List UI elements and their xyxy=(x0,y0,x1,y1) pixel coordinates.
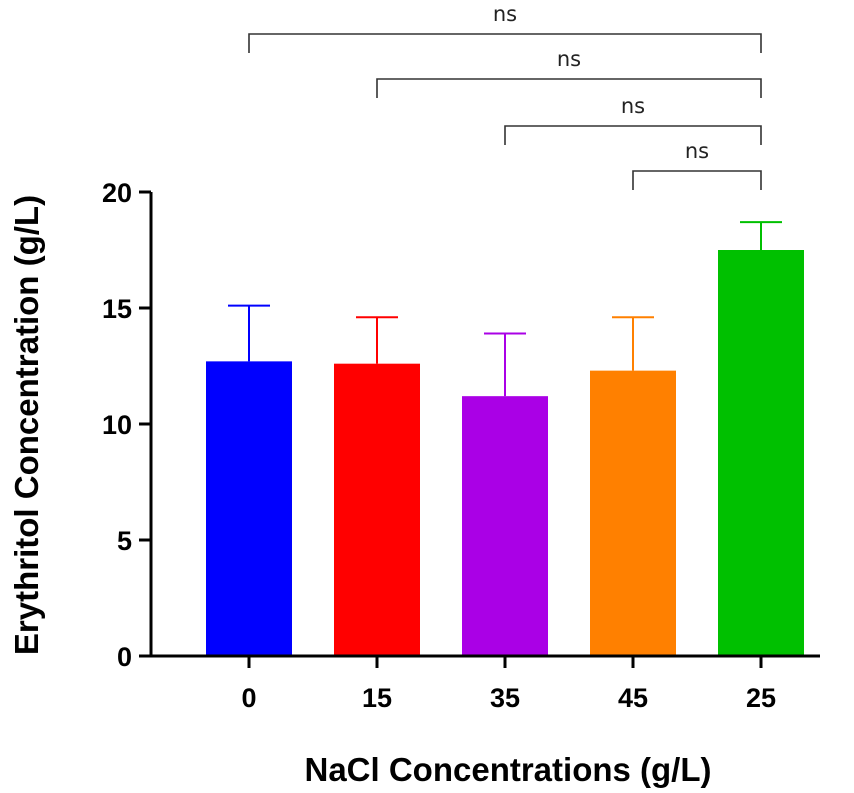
x-tick-label: 35 xyxy=(490,683,520,713)
significance-label: ns xyxy=(685,139,709,163)
significance-label: ns xyxy=(621,94,645,118)
significance-label: ns xyxy=(557,47,581,71)
bars-group xyxy=(206,250,804,656)
x-tick-label: 0 xyxy=(241,683,256,713)
x-tick-label: 15 xyxy=(362,683,392,713)
bar-35 xyxy=(462,396,548,656)
y-tick-label: 20 xyxy=(102,178,132,208)
y-tick-label: 10 xyxy=(102,410,132,440)
significance-bracket xyxy=(376,78,762,98)
x-axis-title: NaCl Concentrations (g/L) xyxy=(304,751,711,788)
y-axis: 0 5 10 15 20 xyxy=(102,178,153,672)
y-tick-label: 5 xyxy=(117,526,132,556)
x-tick-label: 25 xyxy=(746,683,776,713)
error-bars-group xyxy=(228,221,782,397)
bar-25 xyxy=(718,250,804,656)
bar-0 xyxy=(206,361,292,656)
significance-brackets: ns ns ns ns xyxy=(248,2,762,190)
significance-bracket xyxy=(248,33,762,53)
significance-bracket xyxy=(504,125,762,145)
y-tick-label: 0 xyxy=(117,642,132,672)
x-tick-label: 45 xyxy=(618,683,648,713)
y-axis-title: Erythritol Concentration (g/L) xyxy=(8,195,45,655)
y-tick-label: 15 xyxy=(102,294,132,324)
x-axis: 0 15 35 45 25 xyxy=(149,654,820,713)
significance-label: ns xyxy=(493,2,517,26)
bar-15 xyxy=(334,363,420,656)
significance-bracket xyxy=(632,170,762,190)
bar-45 xyxy=(590,370,676,656)
